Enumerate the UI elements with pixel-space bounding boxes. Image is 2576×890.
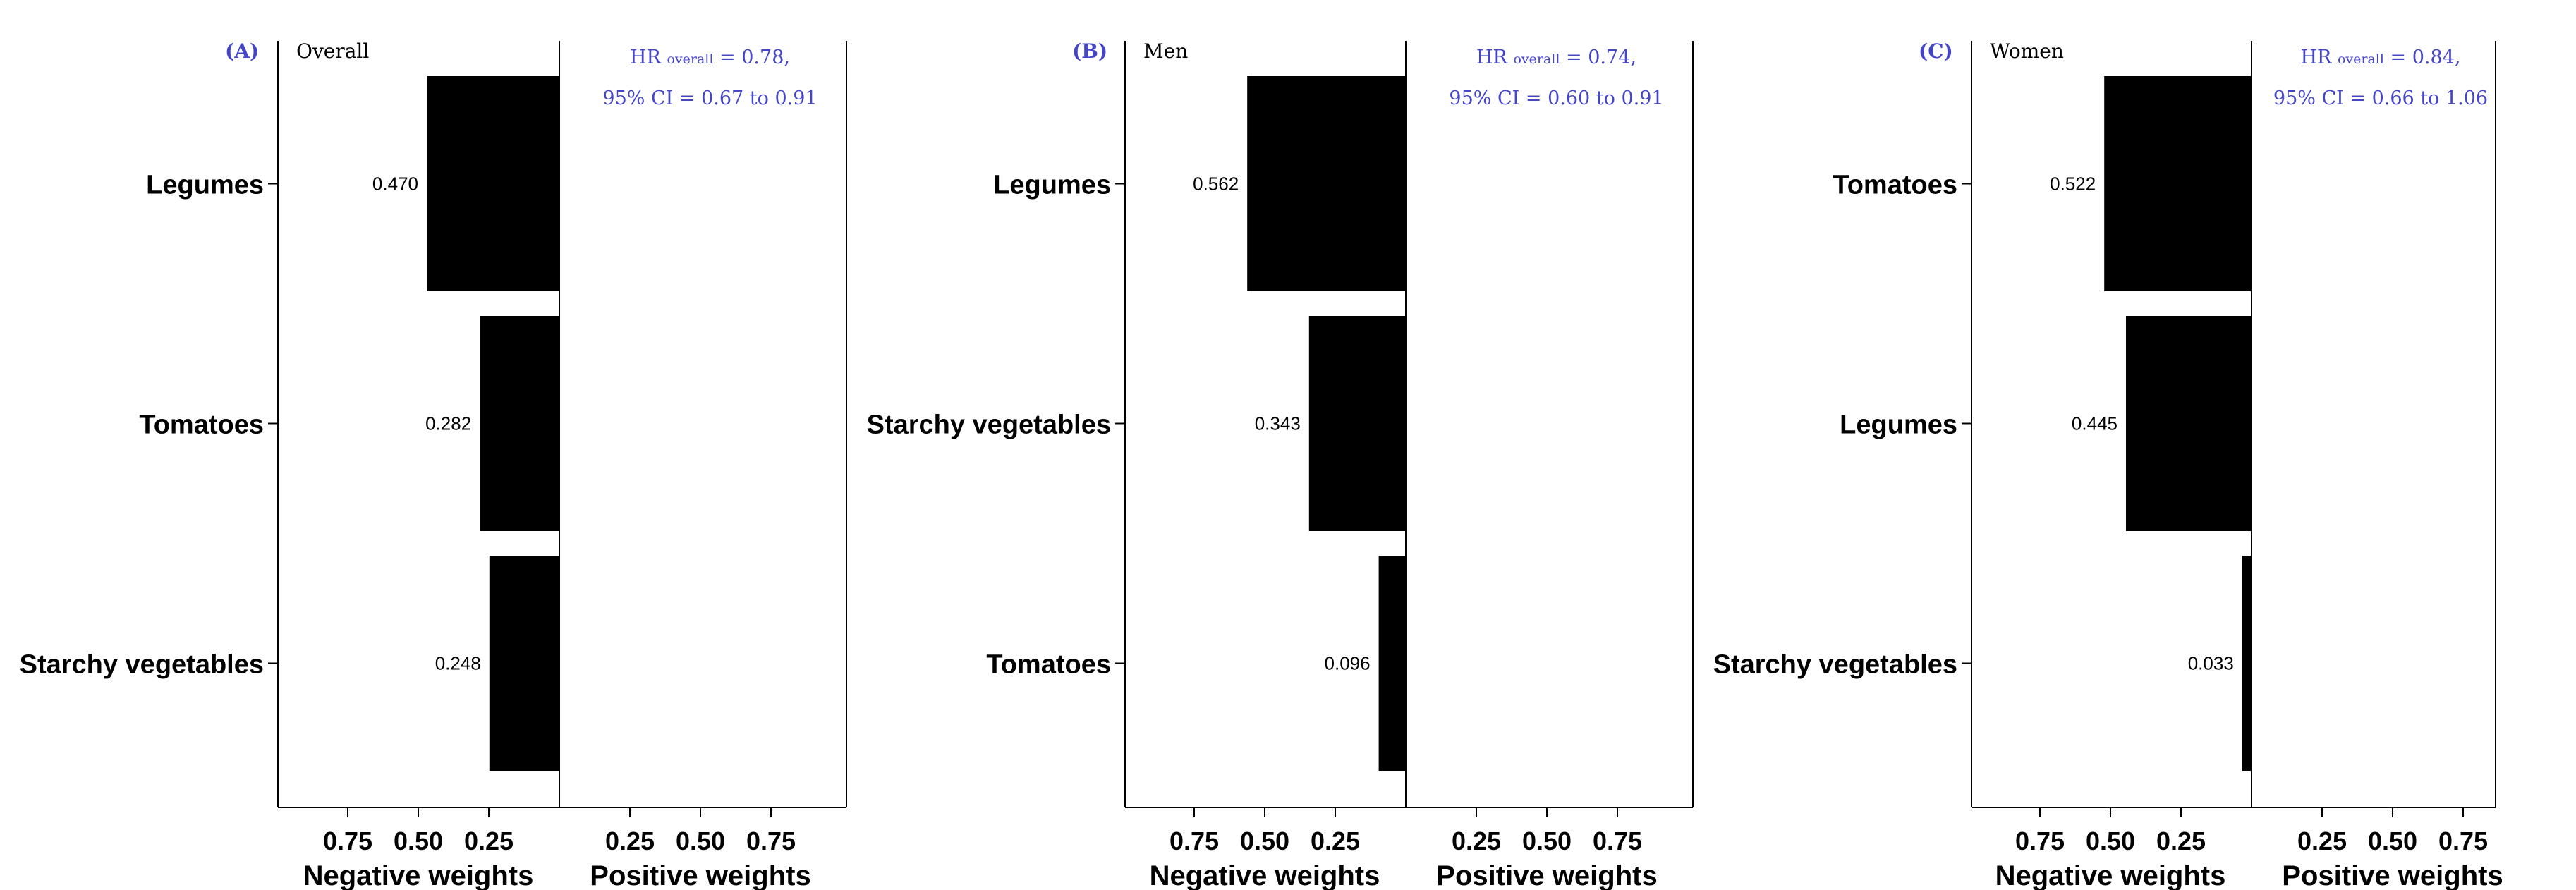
hr-subscript: overall bbox=[667, 51, 713, 67]
x-tick-label-positive: 0.50 bbox=[676, 827, 725, 855]
hr-annotation: HR overall = 0.78, bbox=[630, 47, 790, 68]
category-label: Legumes bbox=[146, 171, 264, 200]
x-axis-title-negative: Negative weights bbox=[1150, 860, 1380, 890]
hr-prefix: HR bbox=[630, 47, 667, 68]
hr-annotation: HR overall = 0.74, bbox=[1476, 47, 1636, 68]
x-tick-label-negative: 0.50 bbox=[394, 827, 443, 855]
category-label: Legumes bbox=[993, 171, 1111, 200]
panel-title: Women bbox=[1990, 39, 2064, 63]
panel-letter: (C) bbox=[1919, 39, 1953, 63]
x-tick-label-negative: 0.75 bbox=[2015, 827, 2065, 855]
x-axis-title-positive: Positive weights bbox=[590, 860, 810, 890]
panel-letter: (B) bbox=[1072, 39, 1107, 63]
bar-1 bbox=[1247, 76, 1406, 291]
bar-3 bbox=[489, 556, 559, 771]
x-axis-title-negative: Negative weights bbox=[303, 860, 534, 890]
hr-prefix: HR bbox=[2301, 47, 2338, 68]
category-label: Tomatoes bbox=[986, 650, 1111, 680]
x-tick-label-positive: 0.75 bbox=[1593, 827, 1642, 855]
value-label: 0.470 bbox=[372, 173, 418, 195]
bar-3 bbox=[2242, 556, 2252, 771]
hr-prefix: HR bbox=[1476, 47, 1513, 68]
ci-annotation: 95% CI = 0.60 to 0.91 bbox=[1449, 87, 1663, 109]
x-tick-label-positive: 0.25 bbox=[2297, 827, 2347, 855]
panel-title: Overall bbox=[296, 39, 369, 63]
x-tick-label-negative: 0.75 bbox=[1169, 827, 1219, 855]
category-label: Tomatoes bbox=[1833, 171, 1957, 200]
value-label: 0.343 bbox=[1255, 413, 1301, 434]
hr-value: = 0.78, bbox=[713, 47, 790, 68]
x-tick-label-negative: 0.25 bbox=[1311, 827, 1360, 855]
category-label: Starchy vegetables bbox=[1713, 650, 1957, 680]
x-tick-label-negative: 0.50 bbox=[2086, 827, 2135, 855]
bar-2 bbox=[2126, 316, 2252, 531]
bar-2 bbox=[480, 316, 559, 531]
hr-annotation: HR overall = 0.84, bbox=[2301, 47, 2461, 68]
x-axis-title-positive: Positive weights bbox=[1436, 860, 1657, 890]
category-label: Tomatoes bbox=[139, 410, 264, 440]
x-tick-label-positive: 0.75 bbox=[746, 827, 796, 855]
x-tick-label-positive: 0.50 bbox=[1522, 827, 1572, 855]
bar-1 bbox=[2104, 76, 2252, 291]
category-label: Starchy vegetables bbox=[20, 650, 264, 680]
panel-title: Men bbox=[1143, 39, 1188, 63]
x-tick-label-negative: 0.75 bbox=[323, 827, 372, 855]
value-label: 0.282 bbox=[425, 413, 471, 434]
hr-value: = 0.84, bbox=[2384, 47, 2461, 68]
value-label: 0.562 bbox=[1193, 173, 1239, 195]
value-label: 0.522 bbox=[2050, 173, 2096, 195]
x-tick-label-negative: 0.25 bbox=[2156, 827, 2206, 855]
x-axis-title-negative: Negative weights bbox=[1995, 860, 2226, 890]
ci-annotation: 95% CI = 0.66 to 1.06 bbox=[2273, 87, 2488, 109]
category-label: Starchy vegetables bbox=[867, 410, 1111, 440]
x-tick-label-negative: 0.25 bbox=[464, 827, 514, 855]
x-tick-label-positive: 0.25 bbox=[1452, 827, 1501, 855]
bar-1 bbox=[427, 76, 559, 291]
x-tick-label-positive: 0.75 bbox=[2438, 827, 2488, 855]
value-label: 0.033 bbox=[2188, 653, 2234, 674]
x-tick-label-positive: 0.50 bbox=[2368, 827, 2417, 855]
hr-subscript: overall bbox=[2338, 51, 2384, 67]
panel-3: (C) Women HR overall = 0.84, 95% CI = 0.66 … bbox=[1713, 39, 2503, 890]
panel-1: (A) Overall HR overall = 0.78, 95% CI = 0.6… bbox=[20, 39, 847, 890]
value-label: 0.248 bbox=[435, 653, 481, 674]
panel-letter: (A) bbox=[225, 39, 259, 63]
ci-annotation: 95% CI = 0.67 to 0.91 bbox=[602, 87, 817, 109]
category-label: Legumes bbox=[1840, 410, 1957, 440]
x-tick-label-negative: 0.50 bbox=[1240, 827, 1289, 855]
panel-2: (B) Men HR overall = 0.74, 95% CI = 0.60 to… bbox=[867, 39, 1694, 890]
x-tick-label-positive: 0.25 bbox=[605, 827, 655, 855]
hr-subscript: overall bbox=[1513, 51, 1560, 67]
hr-value: = 0.74, bbox=[1560, 47, 1636, 68]
value-label: 0.096 bbox=[1325, 653, 1371, 674]
bar-3 bbox=[1378, 556, 1406, 771]
value-label: 0.445 bbox=[2072, 413, 2118, 434]
x-axis-title-positive: Positive weights bbox=[2282, 860, 2503, 890]
bar-2 bbox=[1308, 316, 1406, 531]
